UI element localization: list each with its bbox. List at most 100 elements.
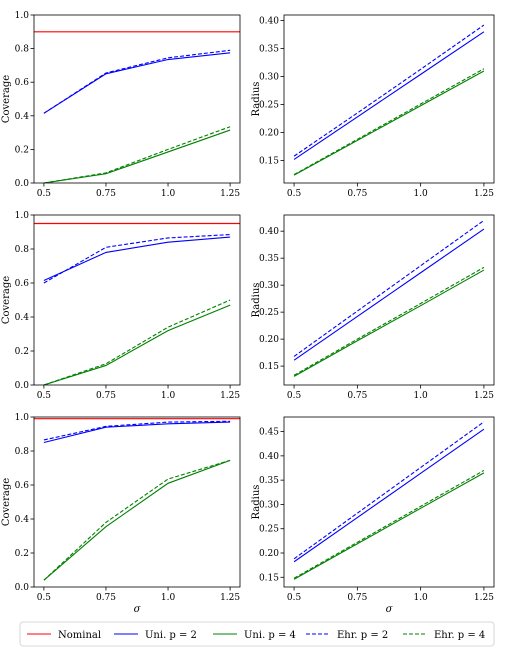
series-line-ehr-p-2 — [293, 219, 485, 357]
x-tick-label: 1.0 — [413, 593, 428, 603]
panel-1: 0.5 0.75 1.0 1.25 0.0 0.2 0.4 0.6 0.8 1.0 Coverage — [1, 11, 240, 199]
y-tick-label: 0.30 — [259, 281, 279, 291]
x-tick-label: 0.5 — [37, 189, 52, 199]
x-tick-label: 0.75 — [347, 391, 367, 401]
series-line-ehr-p-4 — [293, 469, 485, 579]
y-tick-label: 1.0 — [15, 11, 30, 21]
series-line-uni-p-4 — [43, 304, 231, 385]
series-line-uni-p-4 — [293, 70, 485, 176]
plot-area — [293, 24, 485, 176]
y-tick-label: 0.6 — [15, 78, 30, 88]
series-line-ehr-p-2 — [293, 24, 485, 157]
x-tick-label: 1.0 — [161, 391, 176, 401]
y-axis-label: Coverage — [1, 478, 12, 526]
plot-area — [34, 222, 240, 385]
y-tick-label: 0.25 — [259, 308, 279, 318]
y-tick-label: 0.30 — [259, 73, 279, 83]
y-tick-label: 0.35 — [259, 45, 279, 55]
plot-area — [34, 31, 240, 183]
x-tick-label: 1.25 — [220, 593, 240, 603]
plot-area — [293, 219, 485, 377]
y-tick-label: 0.40 — [259, 227, 279, 237]
series-line-ehr-p-2 — [43, 420, 231, 441]
y-tick-label: 0.25 — [259, 525, 279, 535]
series-line-uni-p-2 — [293, 228, 485, 361]
x-tick-label: 0.5 — [37, 593, 52, 603]
x-tick-label: 0.75 — [347, 189, 367, 199]
series-line-uni-p-2 — [43, 236, 231, 281]
x-tick-label: 0.5 — [37, 391, 52, 401]
series-line-ehr-p-4 — [293, 68, 485, 176]
series-line-ehr-p-2 — [43, 49, 231, 114]
x-tick-label: 1.25 — [220, 391, 240, 401]
y-tick-label: 0.30 — [259, 500, 279, 510]
y-tick-label: 0.15 — [259, 362, 279, 372]
axes-frame — [33, 214, 241, 386]
series-line-ehr-p-4 — [43, 299, 231, 385]
y-tick-label: 0.15 — [259, 157, 279, 167]
series-line-ehr-p-4 — [43, 459, 231, 581]
y-tick-label: 0.4 — [15, 313, 30, 323]
x-tick-label: 0.75 — [96, 593, 116, 603]
y-tick-label: 0.8 — [15, 45, 30, 55]
y-axis-label: Coverage — [1, 276, 12, 324]
series-line-ehr-p-4 — [43, 126, 231, 183]
y-tick-label: 0.40 — [259, 452, 279, 462]
axes-frame — [283, 214, 495, 386]
y-tick-label: 0.8 — [15, 447, 30, 457]
series-line-ehr-p-4 — [293, 266, 485, 376]
y-tick-label: 0.6 — [15, 279, 30, 289]
legend-label: Nominal — [58, 630, 101, 641]
series-line-uni-p-4 — [43, 459, 231, 581]
y-axis-label: Coverage — [1, 75, 12, 123]
y-tick-label: 0.25 — [259, 101, 279, 111]
x-tick-label: 1.0 — [161, 189, 176, 199]
axes-frame — [283, 416, 495, 588]
series-line-uni-p-4 — [43, 129, 231, 183]
series-line-uni-p-4 — [293, 472, 485, 580]
y-tick-label: 1.0 — [15, 413, 30, 423]
legend-frame — [19, 621, 495, 647]
x-tick-label: 0.5 — [287, 391, 302, 401]
legend-label: Uni. p = 2 — [145, 630, 197, 641]
plot-area — [34, 418, 240, 581]
series-line-uni-p-2 — [293, 31, 485, 160]
y-tick-label: 0.40 — [259, 17, 279, 27]
x-axis-label: σ — [386, 604, 394, 615]
x-tick-label: 1.25 — [474, 391, 494, 401]
axes-frame — [33, 14, 241, 184]
legend-label: Ehr. p = 4 — [434, 630, 485, 641]
y-tick-label: 0.6 — [15, 481, 30, 491]
x-tick-label: 0.5 — [287, 593, 302, 603]
x-tick-label: 0.75 — [96, 391, 116, 401]
legend: Nominal Uni. p = 2 Uni. p = 4 Ehr. p = 2 Ehr… — [19, 621, 495, 647]
legend-label: Ehr. p = 2 — [337, 630, 388, 641]
y-tick-label: 0.15 — [259, 573, 279, 583]
x-tick-label: 0.75 — [96, 189, 116, 199]
panel-4: 0.5 0.75 1.0 1.25 0.15 0.20 0.25 0.30 0.35 0.40 Ra… — [251, 214, 495, 401]
y-axis-label: Radius — [251, 82, 262, 117]
y-tick-label: 0.2 — [15, 347, 29, 357]
x-tick-label: 1.0 — [413, 391, 428, 401]
series-line-uni-p-2 — [43, 421, 231, 444]
y-tick-label: 0.45 — [259, 428, 279, 438]
x-tick-label: 1.0 — [413, 189, 428, 199]
x-tick-label: 1.25 — [474, 189, 494, 199]
y-tick-label: 0.0 — [15, 381, 30, 391]
series-line-ehr-p-2 — [43, 234, 231, 284]
x-tick-label: 1.25 — [474, 593, 494, 603]
series-line-uni-p-2 — [293, 428, 485, 563]
panel-5: 0.5 0.75 1.0 1.25 0.0 0.2 0.4 0.6 0.8 1.0 Coverage… — [1, 413, 240, 615]
y-tick-label: 0.4 — [15, 515, 30, 525]
x-tick-label: 1.25 — [220, 189, 240, 199]
y-tick-label: 0.35 — [259, 476, 279, 486]
y-tick-label: 0.8 — [15, 245, 30, 255]
y-tick-label: 0.4 — [15, 112, 30, 122]
x-tick-label: 1.0 — [161, 593, 176, 603]
x-tick-label: 0.5 — [287, 189, 302, 199]
series-line-uni-p-2 — [43, 52, 231, 114]
y-tick-label: 0.20 — [259, 549, 279, 559]
y-tick-label: 0.0 — [15, 583, 30, 593]
